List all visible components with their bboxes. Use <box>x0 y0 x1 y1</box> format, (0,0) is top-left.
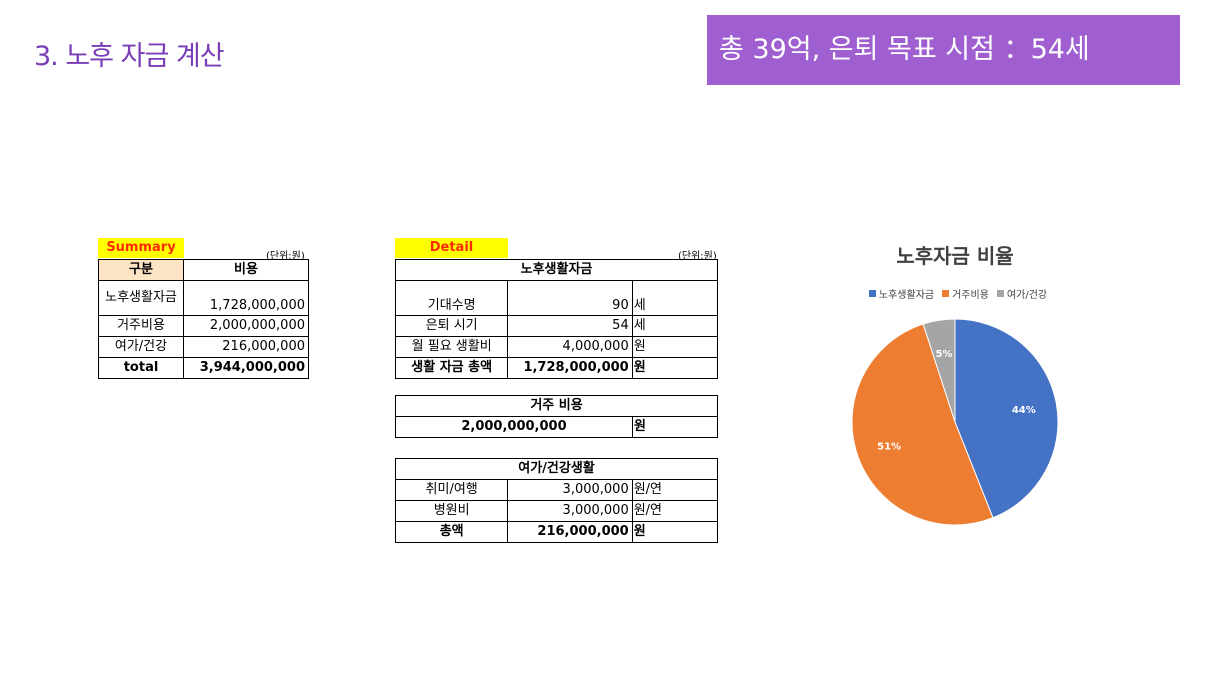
detail-unit: (단위:원) <box>678 251 717 262</box>
detail-value: 216,000,000 <box>507 521 633 543</box>
pie-slice-1 <box>851 323 994 526</box>
summary-label: 여가/건강 <box>98 336 184 358</box>
detail-value: 3,000,000 <box>507 500 633 522</box>
table-row: 총액 216,000,000 원 <box>394 521 719 543</box>
pie-chart: 44% 51% 5% <box>851 318 1059 526</box>
leisure-table: 여가/건강생활 취미/여행 3,000,000 원/연 병원비 3,000,00… <box>394 458 719 543</box>
housing-title: 거주 비용 <box>395 395 718 417</box>
table-row: 2,000,000,000 원 <box>395 416 718 438</box>
living-table: 노후생활자금 기대수명 90 세 은퇴 시기 54 세 월 필요 생활비 4,0… <box>394 259 719 379</box>
summary-banner: 총 39억, 은퇴 목표 시점 ：54세 <box>707 15 1180 85</box>
table-row: 취미/여행 3,000,000 원/연 <box>394 479 719 501</box>
table-total-row: total 3,944,000,000 <box>98 357 309 379</box>
housing-value: 2,000,000,000 <box>395 416 633 438</box>
header-cost: 비용 <box>183 259 309 281</box>
detail-unit-cell: 원 <box>631 357 719 379</box>
detail-label: 총액 <box>394 521 509 543</box>
detail-tag: Detail <box>395 238 508 258</box>
pie-data-label: 44% <box>1012 405 1036 416</box>
summary-label: 노후생활자금 <box>98 280 184 316</box>
table-row: 은퇴 시기 54 세 <box>394 315 719 337</box>
detail-unit-cell: 원/연 <box>631 500 719 522</box>
detail-value: 3,000,000 <box>507 479 633 501</box>
table-row: 월 필요 생활비 4,000,000 원 <box>394 336 719 358</box>
detail-unit-cell: 세 <box>631 280 719 316</box>
table-row: 생활 자금 총액 1,728,000,000 원 <box>394 357 719 379</box>
legend-label: 여가/건강 <box>1006 290 1048 301</box>
pie-slice-0 <box>954 318 1059 519</box>
detail-label: 병원비 <box>394 500 509 522</box>
legend-swatch <box>942 290 950 297</box>
table-header-row: 구분 비용 <box>98 259 309 281</box>
table-row: 여가/건강 216,000,000 <box>98 336 309 358</box>
legend-item: 여가/건강 <box>996 286 1048 301</box>
living-title: 노후생활자금 <box>395 259 718 281</box>
pie-slice-2 <box>922 318 956 423</box>
housing-table: 거주 비용 2,000,000,000 원 <box>395 395 718 438</box>
table-row: 병원비 3,000,000 원/연 <box>394 500 719 522</box>
table-row: 노후생활자금 1,728,000,000 <box>98 280 309 316</box>
detail-value: 4,000,000 <box>507 336 633 358</box>
summary-tag: Summary <box>98 238 184 258</box>
detail-label: 월 필요 생활비 <box>394 336 509 358</box>
summary-value: 1,728,000,000 <box>183 280 309 316</box>
pie-data-label: 51% <box>877 442 901 453</box>
legend-swatch <box>996 290 1004 297</box>
chart-legend: 노후생활자금 거주비용 여가/건강 <box>828 286 1088 301</box>
legend-swatch <box>868 290 876 297</box>
chart-title: 노후자금 비율 <box>896 244 1014 268</box>
total-value: 3,944,000,000 <box>183 357 309 379</box>
summary-value: 216,000,000 <box>183 336 309 358</box>
detail-value: 54 <box>507 315 633 337</box>
detail-label: 취미/여행 <box>394 479 509 501</box>
header-category: 구분 <box>98 259 184 281</box>
detail-label: 생활 자금 총액 <box>394 357 509 379</box>
slide-title: 3. 노후 자금 계산 <box>34 41 225 72</box>
legend-item: 노후생활자금 <box>868 286 935 301</box>
detail-label: 은퇴 시기 <box>394 315 509 337</box>
total-label: total <box>98 357 184 379</box>
summary-table: 구분 비용 노후생활자금 1,728,000,000 거주비용 2,000,00… <box>98 259 309 379</box>
detail-unit-cell: 원/연 <box>631 479 719 501</box>
pie-slices: 44% 51% 5% <box>851 318 1059 526</box>
summary-unit: (단위:원) <box>266 251 305 262</box>
table-row: 기대수명 90 세 <box>394 280 719 316</box>
housing-unit: 원 <box>632 416 718 438</box>
leisure-title: 여가/건강생활 <box>395 458 718 480</box>
detail-unit-cell: 원 <box>631 336 719 358</box>
legend-item: 거주비용 <box>942 286 989 301</box>
legend-label: 거주비용 <box>952 290 989 301</box>
table-row: 거주비용 2,000,000,000 <box>98 315 309 337</box>
detail-unit-cell: 세 <box>631 315 719 337</box>
summary-label: 거주비용 <box>98 315 184 337</box>
detail-value: 1,728,000,000 <box>507 357 633 379</box>
detail-value: 90 <box>507 280 633 316</box>
pie-data-label: 5% <box>936 349 953 360</box>
summary-value: 2,000,000,000 <box>183 315 309 337</box>
legend-label: 노후생활자금 <box>878 290 935 301</box>
detail-label: 기대수명 <box>394 280 509 316</box>
detail-unit-cell: 원 <box>631 521 719 543</box>
